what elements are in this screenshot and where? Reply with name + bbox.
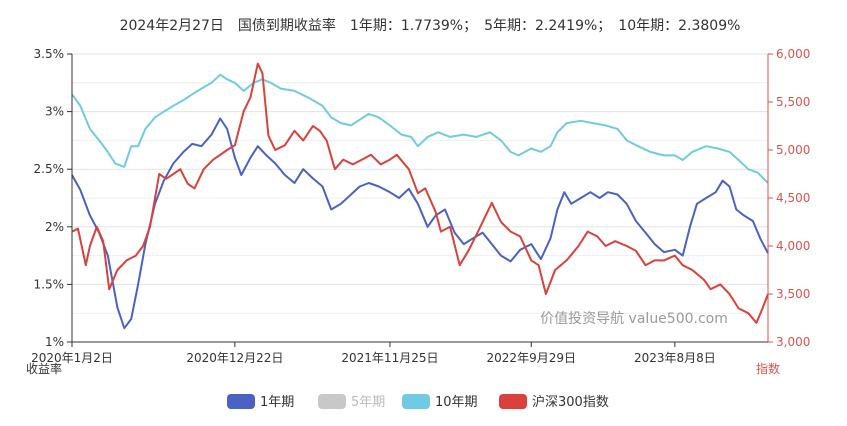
legend-label: 1年期 [260, 395, 294, 410]
legend-swatch [499, 394, 527, 409]
grid [72, 53, 768, 343]
left-tick-label: 3.5% [34, 47, 65, 61]
x-tick-label: 2021年11月25日 [341, 351, 438, 365]
left-tick-label: 1.5% [34, 277, 65, 291]
legend-swatch [402, 394, 430, 409]
right-tick-label: 5,500 [776, 95, 810, 109]
left-tick-label: 3% [45, 105, 64, 119]
left-axis-name: 收益率 [26, 361, 62, 376]
legend-label: 5年期 [351, 395, 385, 410]
right-tick-label: 5,000 [776, 143, 810, 157]
x-tick-label: 2023年8月8日 [634, 351, 716, 365]
series-line [71, 117, 769, 330]
chart-title: 2024年2月27日 国债到期收益率 1年期：1.7739%； 5年期：2.24… [120, 17, 741, 34]
right-tick-label: 3,000 [776, 335, 810, 349]
legend-label: 沪深300指数 [532, 394, 609, 410]
left-tick-label: 2% [45, 220, 64, 234]
left-tick-label: 2.5% [34, 162, 65, 176]
legend-label: 10年期 [435, 395, 478, 410]
series-line [71, 73, 769, 184]
legend-swatch [318, 394, 346, 409]
x-tick-label: 2020年12月22日 [186, 351, 283, 365]
left-tick-label: 1% [45, 335, 64, 349]
series-line [71, 62, 769, 324]
x-tick-label: 2020年1月2日 [31, 351, 113, 365]
series-lines [71, 62, 769, 330]
right-tick-label: 3,500 [776, 287, 810, 301]
axes: 1% 1.5% 2% 2.5% 3% 3.5% 3,000 3,500 4,000 4,500 5,… [31, 47, 810, 365]
right-tick-label: 4,500 [776, 191, 810, 205]
x-tick-label: 2022年9月29日 [487, 351, 576, 365]
right-tick-label: 4,000 [776, 239, 810, 253]
right-axis-name: 指数 [756, 361, 780, 376]
legend-swatch [227, 394, 255, 409]
watermark: 价值投资导航 value500.com [540, 311, 728, 327]
right-tick-label: 6,000 [776, 47, 810, 61]
legend: 1年期 5年期 10年期 沪深300指数 [227, 394, 609, 410]
